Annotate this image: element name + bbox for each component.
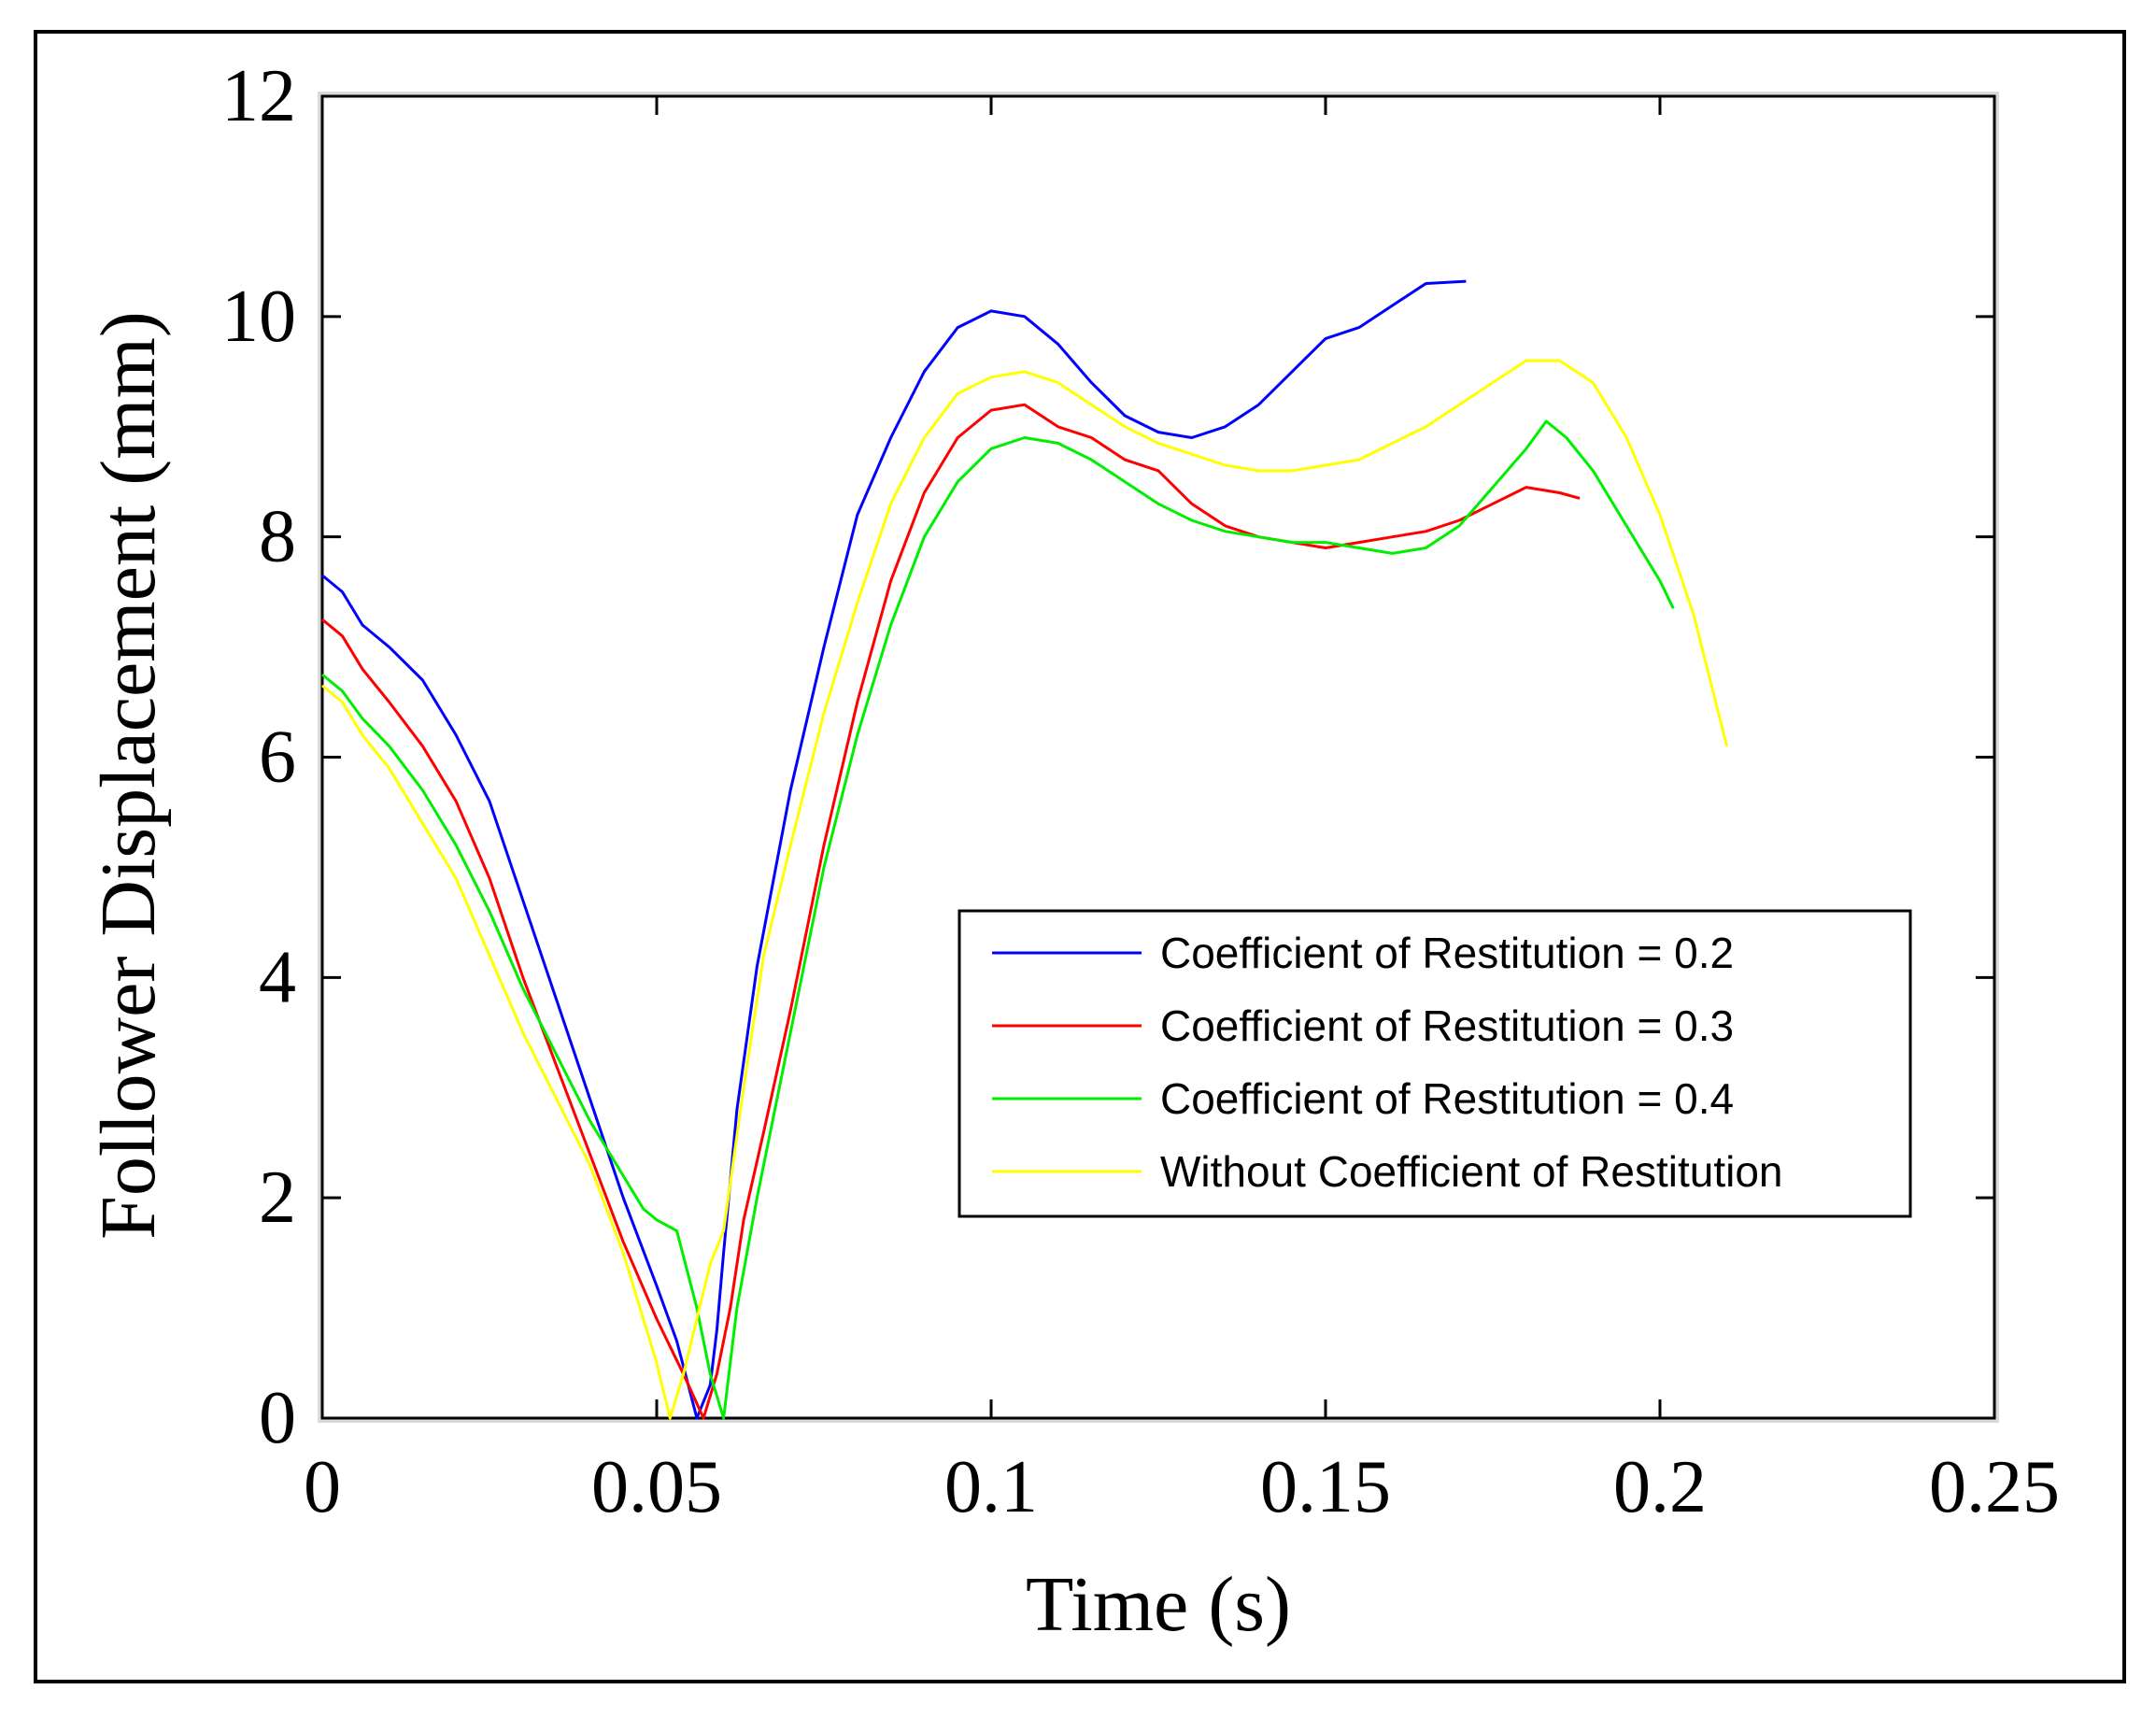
series-line-1 xyxy=(321,279,1467,1420)
x-tick-label: 0.15 xyxy=(1260,1446,1391,1528)
y-tick-label: 4 xyxy=(259,936,296,1018)
y-tick-label: 2 xyxy=(259,1157,296,1239)
legend-label-2: Coefficient of Restitution = 0.3 xyxy=(1160,1001,1734,1050)
x-tick-label: 0.05 xyxy=(591,1446,722,1528)
legend-label-4: Without Coefficient of Restitution xyxy=(1160,1147,1782,1196)
series-line-4 xyxy=(321,359,1729,1420)
legend-label-3: Coefficient of Restitution = 0.4 xyxy=(1160,1074,1734,1123)
x-tick-label: 0.2 xyxy=(1613,1446,1707,1528)
x-axis-title: Time (s) xyxy=(1026,1561,1291,1648)
x-tick-label: 0.1 xyxy=(944,1446,1038,1528)
legend-box xyxy=(957,909,1912,1218)
y-tick-label: 8 xyxy=(259,496,296,578)
legend-label-1: Coefficient of Restitution = 0.2 xyxy=(1160,929,1734,977)
y-tick-label: 6 xyxy=(259,717,296,799)
y-axis-ticks: 0 2 4 6 8 10 12 xyxy=(221,55,1994,1459)
y-tick-label: 10 xyxy=(221,276,296,358)
series-layer xyxy=(321,279,1729,1420)
legend-items: Coefficient of Restitution = 0.2 Coeffici… xyxy=(992,929,1782,1196)
plot-area xyxy=(320,94,1996,1420)
y-axis-title: Follower Displacement (mm) xyxy=(85,311,172,1240)
y-tick-label: 0 xyxy=(259,1377,296,1459)
y-tick-label: 12 xyxy=(221,55,296,137)
legend: Coefficient of Restitution = 0.2 Coeffici… xyxy=(957,909,1912,1218)
x-tick-label: 0 xyxy=(304,1446,341,1528)
x-axis-ticks: 0 0.05 0.1 0.15 0.2 0.25 xyxy=(304,96,2060,1528)
series-line-3 xyxy=(321,419,1675,1420)
x-tick-label: 0.25 xyxy=(1929,1446,2060,1528)
series-line-2 xyxy=(321,403,1581,1420)
